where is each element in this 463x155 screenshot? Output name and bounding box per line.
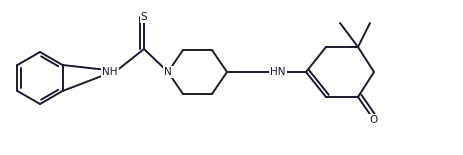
Text: NH: NH — [102, 67, 118, 77]
Text: HN: HN — [269, 67, 285, 77]
Text: O: O — [369, 115, 377, 125]
Text: S: S — [140, 12, 147, 22]
Text: N: N — [164, 67, 171, 77]
